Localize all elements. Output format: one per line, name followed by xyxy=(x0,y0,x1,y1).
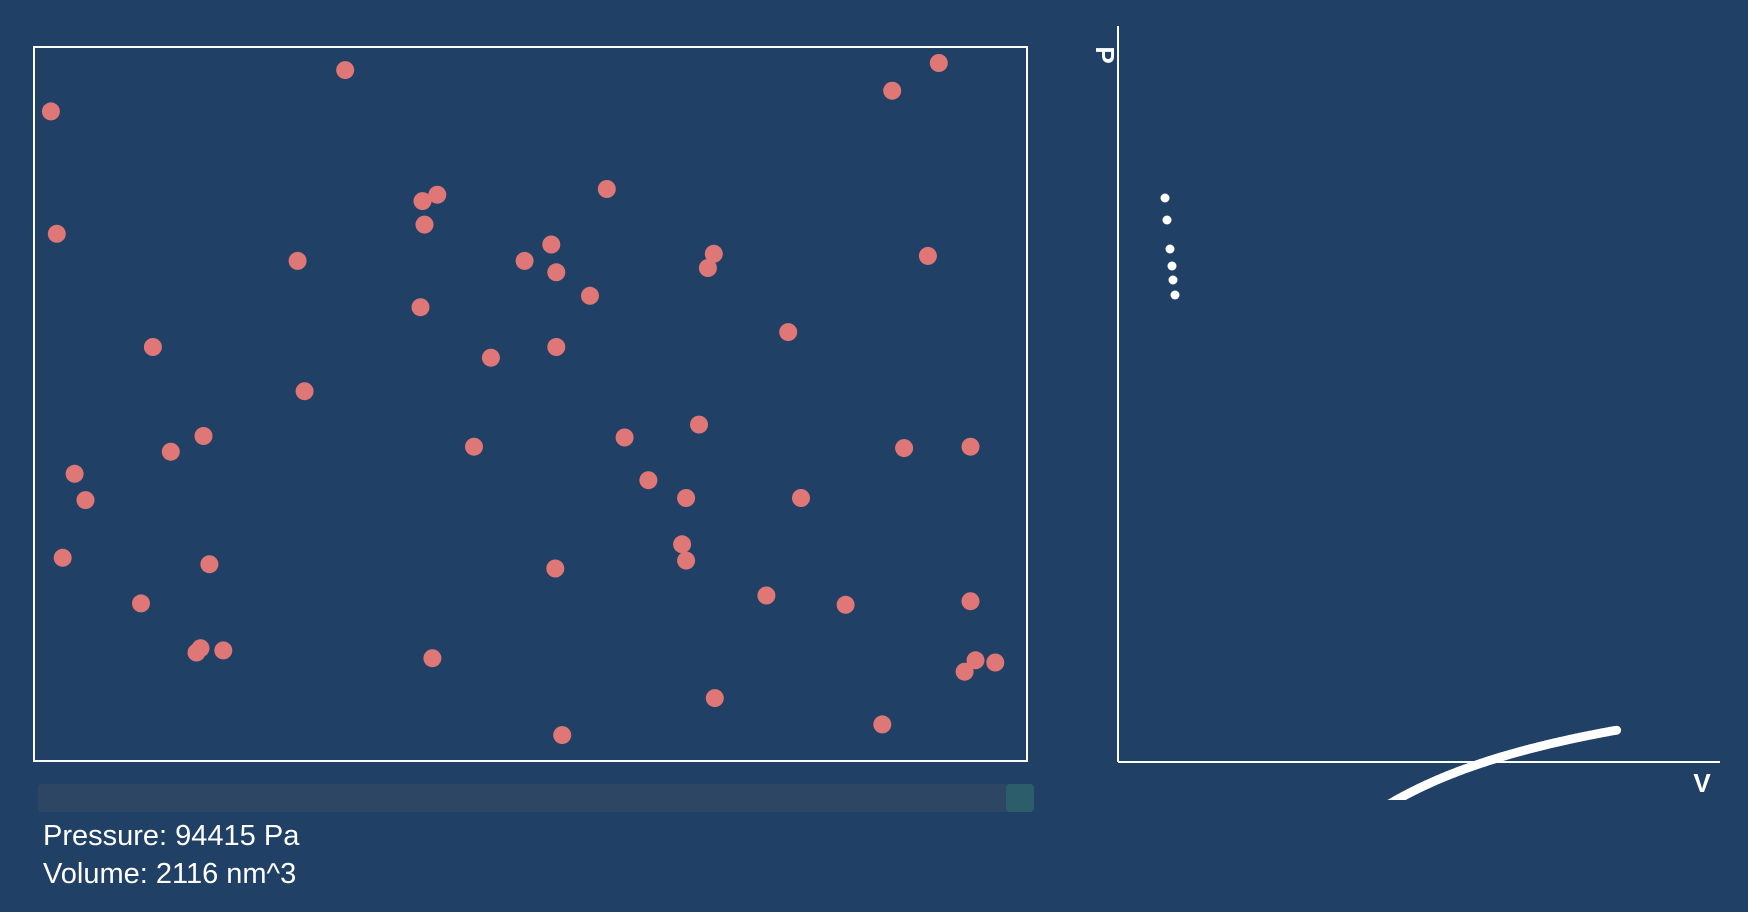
particle xyxy=(704,244,723,263)
volume-readout: Volume: 2116 nm^3 xyxy=(43,858,297,890)
pv-point xyxy=(1170,290,1180,300)
particle xyxy=(677,551,696,570)
particle xyxy=(698,259,717,277)
simulation-container xyxy=(33,46,1028,762)
particle xyxy=(553,726,572,745)
particle xyxy=(615,428,634,447)
particle xyxy=(65,464,84,483)
volume-slider-thumb[interactable] xyxy=(1006,784,1034,812)
particle xyxy=(677,489,696,507)
particle xyxy=(200,555,219,574)
particle-canvas xyxy=(41,54,1005,745)
particle xyxy=(961,592,980,611)
pv-point xyxy=(1612,725,1622,735)
particle xyxy=(515,251,534,270)
particle xyxy=(836,595,855,614)
particle xyxy=(336,61,355,80)
pv-plot: P V xyxy=(1090,26,1720,800)
particle xyxy=(873,715,892,734)
particle xyxy=(423,649,442,668)
particle xyxy=(929,54,948,72)
x-axis-label: V xyxy=(1693,768,1711,798)
particle xyxy=(76,491,95,510)
pv-point xyxy=(1162,215,1172,225)
particle xyxy=(955,662,974,681)
particle xyxy=(673,535,692,554)
pressure-readout: Pressure: 94415 Pa xyxy=(43,820,300,852)
particle xyxy=(53,548,72,567)
particle xyxy=(161,442,180,461)
particle xyxy=(546,559,565,578)
particle xyxy=(918,246,937,265)
particle xyxy=(41,102,60,121)
particle xyxy=(597,180,616,198)
particle xyxy=(883,81,902,100)
particle xyxy=(547,338,566,356)
particle xyxy=(542,235,561,254)
particle xyxy=(191,639,210,658)
particle xyxy=(961,437,980,456)
particle xyxy=(465,437,483,456)
particle xyxy=(428,185,447,204)
particle xyxy=(288,251,307,270)
particle xyxy=(413,192,432,211)
particle xyxy=(132,594,150,613)
particle xyxy=(194,427,213,445)
particle xyxy=(757,586,776,605)
particle xyxy=(547,263,566,282)
particle xyxy=(411,298,430,317)
particle xyxy=(295,382,314,401)
particle xyxy=(639,471,658,490)
particle xyxy=(779,323,798,342)
particle xyxy=(705,689,724,708)
pv-curve xyxy=(1160,193,1622,800)
pv-point xyxy=(1167,261,1177,271)
particle xyxy=(895,439,914,458)
pv-point xyxy=(1160,193,1170,203)
y-axis-label: P xyxy=(1090,46,1120,63)
particle xyxy=(792,489,810,507)
particle xyxy=(581,286,599,305)
particle xyxy=(214,641,233,660)
particle xyxy=(143,338,162,356)
particle xyxy=(481,348,500,367)
particle xyxy=(415,215,434,234)
particle xyxy=(47,224,66,243)
pv-point xyxy=(1165,244,1175,254)
particle xyxy=(966,651,985,670)
pv-point xyxy=(1168,275,1178,285)
particle xyxy=(986,653,1005,672)
volume-slider-track[interactable] xyxy=(38,784,1033,812)
particle xyxy=(690,415,708,434)
